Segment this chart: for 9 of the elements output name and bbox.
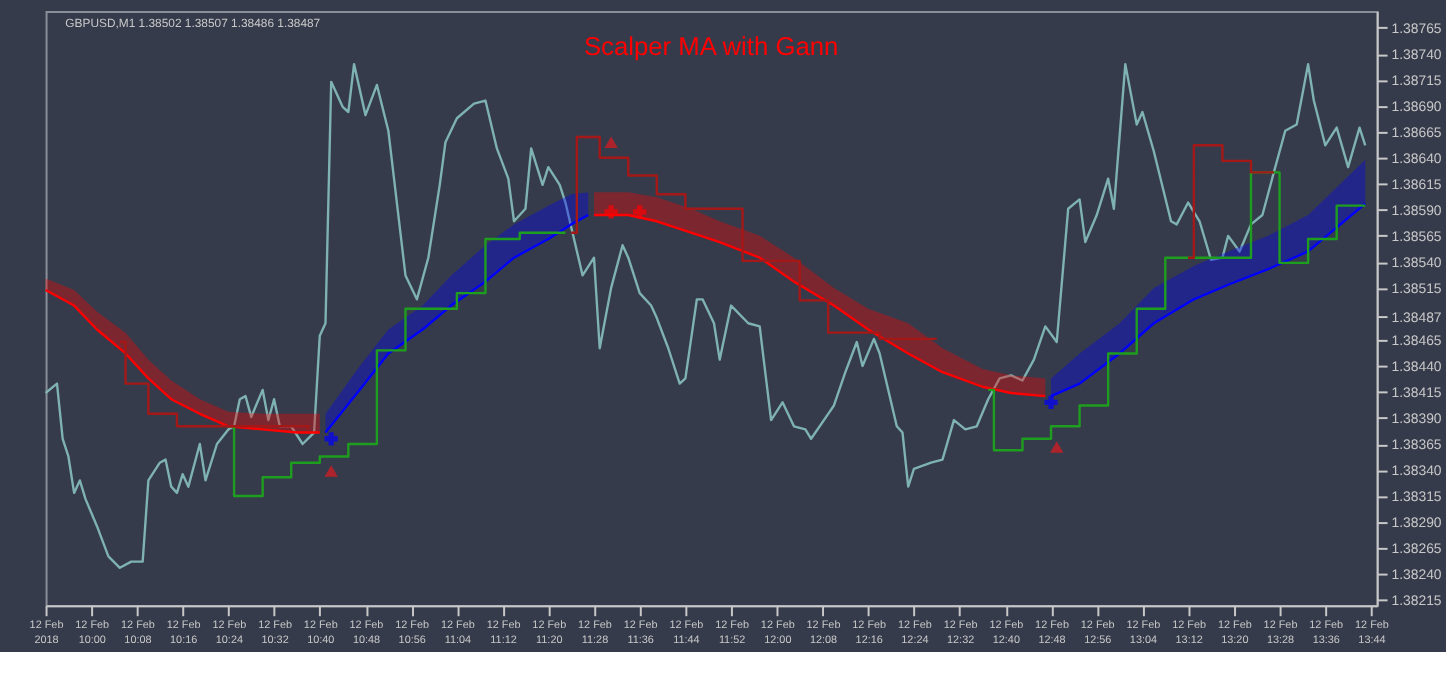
point xyxy=(324,432,338,446)
line-series xyxy=(44,62,1367,570)
point xyxy=(604,136,618,148)
point xyxy=(604,205,618,219)
point xyxy=(1044,395,1058,409)
point xyxy=(324,465,338,477)
text: Scalper MA with Gann xyxy=(583,30,839,61)
point xyxy=(633,205,647,219)
point xyxy=(1050,441,1064,453)
